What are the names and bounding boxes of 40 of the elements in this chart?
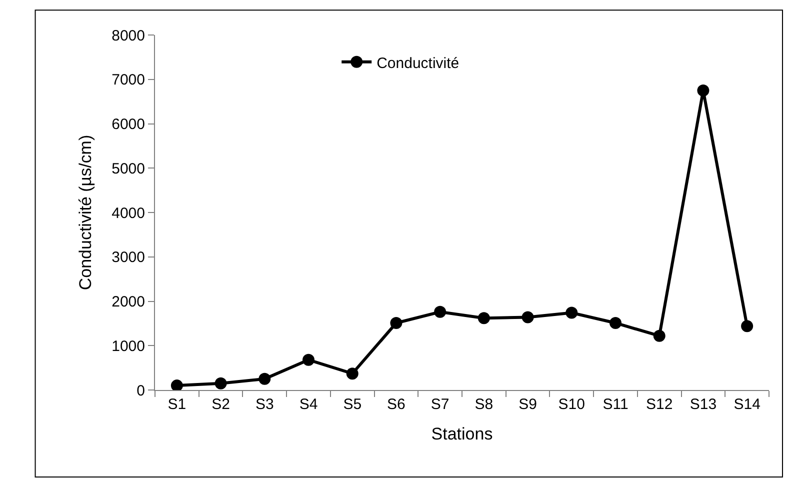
y-tick-label: 2000	[112, 294, 145, 310]
y-tick-label: 7000	[112, 72, 145, 89]
y-tick-label: 3000	[112, 249, 145, 266]
y-tick-label: 8000	[112, 27, 145, 44]
point	[214, 377, 227, 390]
x-tick-label: S14	[734, 396, 760, 413]
x-tick-label: S1	[168, 396, 186, 413]
point	[610, 316, 622, 329]
x-tick-label: S10	[558, 396, 585, 413]
y-axis-title: Conductivité (µs/cm)	[76, 134, 96, 290]
point	[434, 306, 446, 318]
point	[302, 354, 314, 366]
y-tick-label: 1000	[112, 338, 145, 355]
point	[258, 372, 271, 385]
point	[522, 311, 534, 324]
point	[741, 320, 754, 332]
y-tick-label: 0	[136, 382, 145, 400]
x-tick-label: S11	[602, 396, 628, 413]
point	[566, 306, 578, 319]
x-tick-label: S7	[430, 396, 450, 413]
x-tick-label: S3	[255, 396, 274, 413]
x-tick-label: S8	[474, 396, 494, 413]
legend-label: Conductivité	[376, 54, 460, 72]
x-tick-label: S12	[646, 396, 673, 413]
x-tick-label: S5	[343, 396, 362, 413]
y-tick-label: 5000	[112, 160, 145, 178]
x-tick-label: S2	[212, 396, 230, 413]
point	[390, 316, 402, 329]
y-tick-label: 4000	[112, 204, 145, 222]
x-tick-label: S4	[299, 396, 318, 413]
x-tick-label: S6	[387, 396, 406, 413]
point	[346, 368, 358, 380]
point	[478, 312, 490, 324]
y-tick-label: 6000	[112, 116, 145, 133]
point	[697, 84, 710, 96]
x-tick-label: S13	[690, 396, 717, 413]
point	[170, 380, 183, 390]
x-tick-label: S9	[518, 396, 537, 413]
point	[653, 330, 666, 342]
x-axis-title: Stations	[431, 424, 493, 444]
